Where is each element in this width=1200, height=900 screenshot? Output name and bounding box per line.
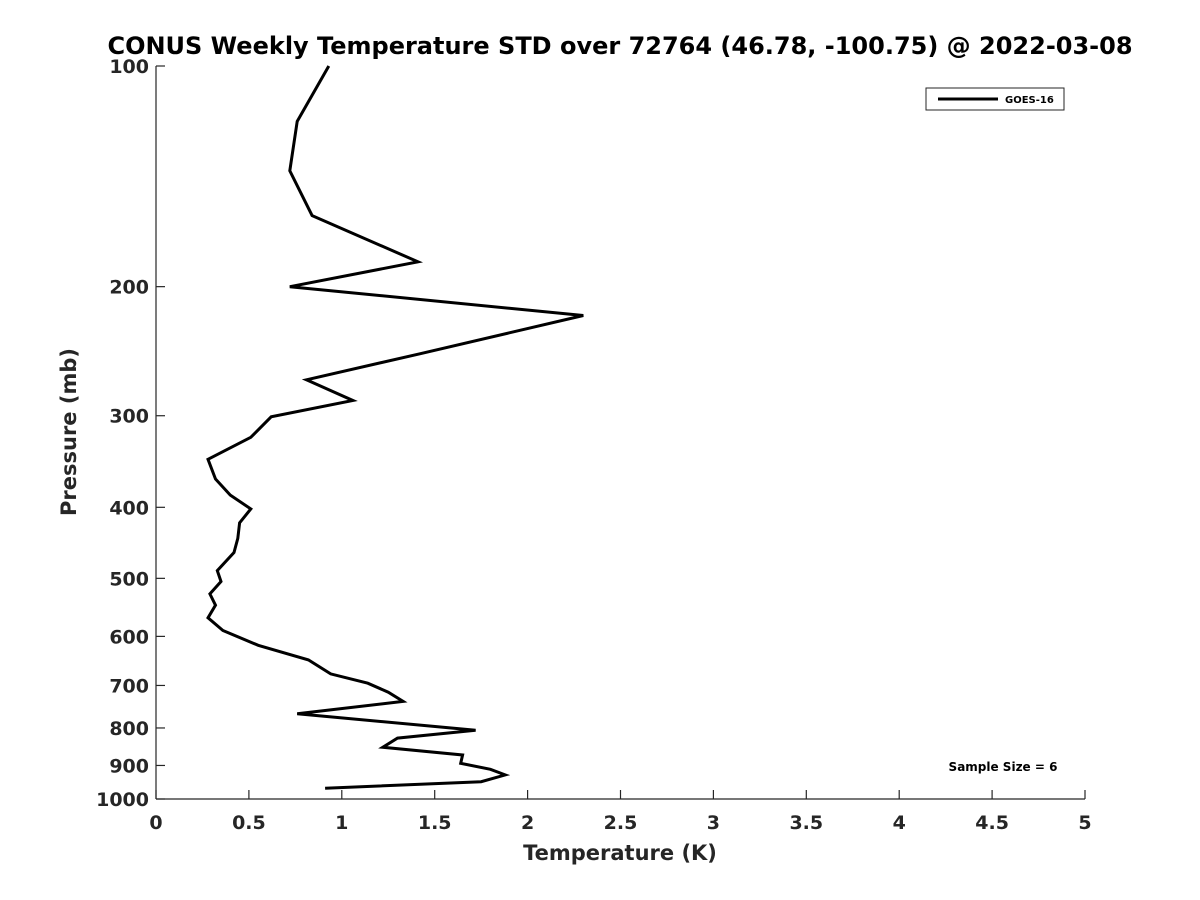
y-tick-label: 500 — [109, 568, 149, 590]
x-tick-label: 0 — [149, 812, 162, 834]
y-tick-label: 200 — [109, 277, 149, 299]
series-line-goes-16 — [206, 65, 584, 790]
x-axis-ticks: 0 0.5 1 1.5 2 2.5 3 3.5 4 4.5 5 — [149, 790, 1092, 834]
chart-title: CONUS Weekly Temperature STD over 72764 … — [107, 32, 1132, 60]
y-tick-label: 800 — [109, 718, 149, 740]
plot-area — [155, 66, 1085, 800]
sample-size-annotation: Sample Size = 6 — [949, 760, 1058, 774]
x-tick-label: 2 — [521, 812, 534, 834]
x-tick-label: 4 — [893, 812, 906, 834]
legend-label-goes-16: GOES-16 — [1005, 95, 1054, 106]
y-tick-label: 600 — [109, 626, 149, 648]
x-axis-label: Temperature (K) — [523, 841, 717, 865]
y-tick-label: 900 — [109, 755, 149, 777]
x-tick-label: 2.5 — [604, 812, 638, 834]
x-tick-label: 5 — [1078, 812, 1091, 834]
y-tick-label: 300 — [109, 406, 149, 428]
x-tick-label: 3 — [707, 812, 720, 834]
x-tick-label: 0.5 — [232, 812, 266, 834]
y-tick-label: 700 — [109, 675, 149, 697]
x-tick-label: 3.5 — [789, 812, 823, 834]
y-tick-label: 400 — [109, 497, 149, 519]
y-tick-label: 1000 — [96, 789, 149, 811]
y-tick-label: 100 — [109, 56, 149, 78]
x-tick-label: 4.5 — [975, 812, 1009, 834]
y-axis-label: Pressure (mb) — [57, 348, 81, 516]
x-tick-label: 1.5 — [418, 812, 452, 834]
x-tick-label: 1 — [335, 812, 348, 834]
y-axis-ticks: 100 200 300 400 500 600 700 800 900 1000 — [96, 56, 165, 811]
legend: GOES-16 — [925, 87, 1065, 111]
